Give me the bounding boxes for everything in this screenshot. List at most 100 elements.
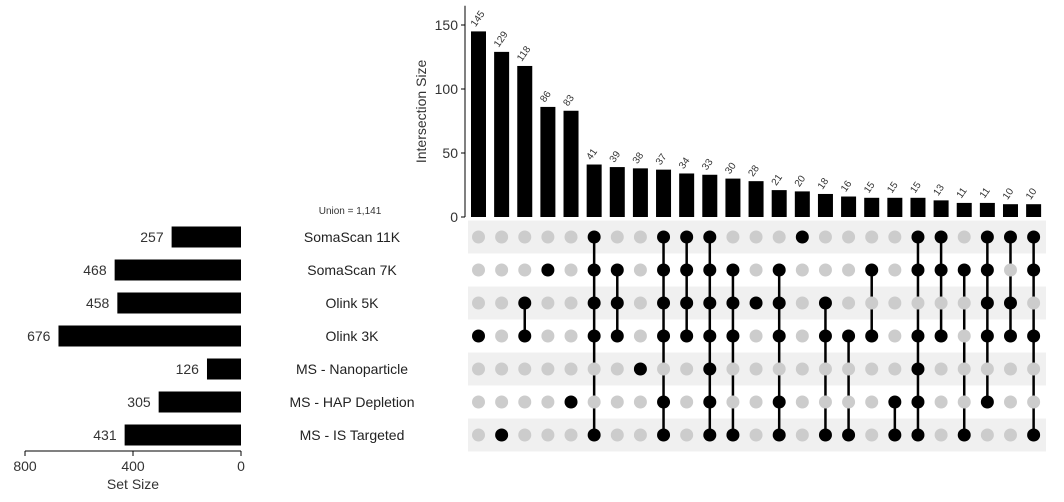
dot-active <box>772 263 786 277</box>
dot-inactive <box>610 230 624 244</box>
dot-inactive <box>495 296 509 310</box>
set-size-bar <box>58 325 242 347</box>
intersection-bar <box>679 173 695 217</box>
dot-active <box>911 329 925 343</box>
dot-active <box>888 428 902 442</box>
dot-inactive <box>842 263 856 277</box>
dot-inactive <box>934 296 948 310</box>
dot-active <box>749 296 763 310</box>
dot-inactive <box>726 395 740 409</box>
dot-inactive <box>657 362 671 376</box>
set-size-value: 126 <box>176 361 200 377</box>
dot-active <box>472 329 485 343</box>
bar-value-label: 15 <box>908 180 924 196</box>
dot-active <box>657 329 671 343</box>
dot-inactive <box>633 329 647 343</box>
bar-value-label: 15 <box>862 180 878 196</box>
dot-inactive <box>888 362 902 376</box>
dot-active <box>818 296 832 310</box>
dot-active <box>957 263 971 277</box>
dot-active <box>772 296 786 310</box>
dot-active <box>587 296 601 310</box>
dot-inactive <box>541 395 555 409</box>
set-size-value: 458 <box>86 295 110 311</box>
dot-inactive <box>587 395 601 409</box>
intersection-bar <box>586 164 602 217</box>
intersection-bar <box>1026 204 1042 217</box>
dot-active <box>703 395 717 409</box>
dot-inactive <box>587 362 601 376</box>
set-size-bar <box>206 358 241 380</box>
bar-value-label: 21 <box>770 172 786 188</box>
dot-active <box>980 263 994 277</box>
bar-value-label: 145 <box>469 9 488 29</box>
dot-inactive <box>726 362 740 376</box>
dot-active <box>680 296 694 310</box>
dot-active <box>818 329 832 343</box>
dot-active <box>1003 329 1017 343</box>
dot-inactive <box>726 230 740 244</box>
dot-inactive <box>842 230 856 244</box>
dot-active <box>587 230 601 244</box>
dot-inactive <box>911 296 925 310</box>
intersection-bar <box>1002 204 1018 217</box>
dot-active <box>772 329 786 343</box>
dot-inactive <box>495 362 509 376</box>
bar-value-label: 18 <box>816 176 832 192</box>
dot-active <box>703 263 717 277</box>
dot-active <box>772 428 786 442</box>
bar-value-label: 11 <box>978 185 993 200</box>
set-size-value: 431 <box>93 427 117 443</box>
dot-inactive <box>749 329 763 343</box>
dot-inactive <box>842 362 856 376</box>
dot-inactive <box>564 296 578 310</box>
dot-inactive <box>934 362 948 376</box>
dot-active <box>911 362 925 376</box>
set-size-axis: 800 400 0 Set Size <box>13 450 245 492</box>
dot-inactive <box>495 329 509 343</box>
dot-active <box>1027 428 1041 442</box>
dot-inactive <box>472 263 485 277</box>
dot-inactive <box>795 395 809 409</box>
dot-inactive <box>934 395 948 409</box>
dot-inactive <box>518 263 532 277</box>
intersection-bar <box>563 110 579 217</box>
y-tick-label: 150 <box>435 17 459 33</box>
dot-active <box>772 395 786 409</box>
dot-inactive <box>541 362 555 376</box>
dot-inactive <box>472 230 485 244</box>
dot-active <box>587 428 601 442</box>
dot-inactive <box>980 428 994 442</box>
dot-active <box>703 230 717 244</box>
set-labels: SomaScan 11K SomaScan 7K Olink 5K Olink 3K M… <box>289 229 414 443</box>
dot-active <box>495 428 509 442</box>
intersection-bar <box>933 200 949 217</box>
dot-active <box>610 263 624 277</box>
intersection-bar <box>702 174 718 217</box>
set-size-bars: 257 468 458 676 126 305 431 <box>27 226 242 446</box>
intersection-bar <box>817 193 833 217</box>
dot-inactive <box>749 230 763 244</box>
dot-inactive <box>1027 296 1041 310</box>
dot-active <box>911 230 925 244</box>
dot-inactive <box>495 395 509 409</box>
dot-inactive <box>633 296 647 310</box>
dot-inactive <box>633 230 647 244</box>
set-size-bar <box>158 391 241 413</box>
set-size-value: 468 <box>83 262 107 278</box>
dot-active <box>680 230 694 244</box>
dot-inactive <box>888 296 902 310</box>
intersection-matrix <box>472 230 1041 442</box>
set-name-label: Olink 5K <box>326 295 380 311</box>
dot-inactive <box>518 428 532 442</box>
dot-inactive <box>772 362 786 376</box>
dot-inactive <box>865 230 879 244</box>
dot-active <box>888 395 902 409</box>
intersection-bar <box>471 31 486 218</box>
dot-inactive <box>818 230 832 244</box>
dot-active <box>610 329 624 343</box>
dot-inactive <box>749 395 763 409</box>
dot-inactive <box>842 296 856 310</box>
dot-active <box>657 296 671 310</box>
intersection-size-axis: 0 50 100 150 Intersection Size <box>413 5 466 225</box>
